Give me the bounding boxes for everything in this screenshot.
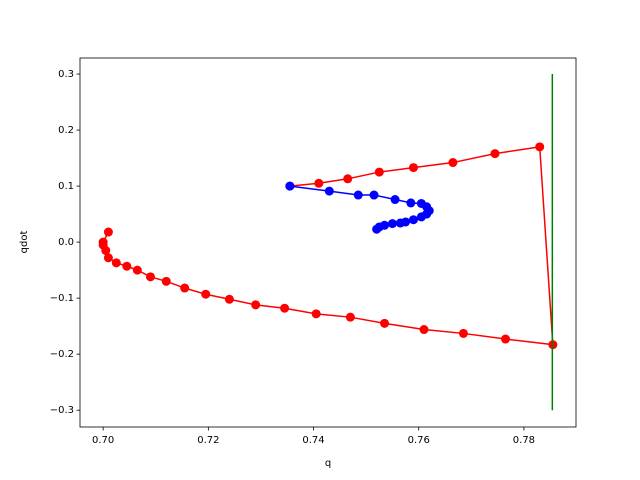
- point-marker: [224, 294, 234, 304]
- y-tick-label: 0.3: [58, 69, 74, 80]
- point-marker: [501, 334, 511, 344]
- y-tick-label: −0.2: [50, 349, 74, 360]
- point-marker: [98, 237, 108, 247]
- x-tick-label: 0.76: [408, 435, 430, 446]
- x-tick-label: 0.70: [92, 435, 114, 446]
- point-marker: [372, 224, 382, 234]
- point-marker: [395, 218, 405, 228]
- point-marker: [145, 272, 155, 282]
- point-marker: [180, 283, 190, 293]
- point-marker: [369, 190, 379, 200]
- point-marker: [390, 195, 400, 205]
- point-marker: [353, 190, 363, 200]
- y-axis-label: qdot: [19, 231, 30, 254]
- point-marker: [103, 227, 113, 237]
- point-marker: [419, 325, 429, 335]
- plot-frame: [79, 57, 577, 428]
- y-tick-label: −0.3: [50, 405, 74, 416]
- y-tick-label: 0.1: [58, 181, 74, 192]
- y-tick-label: 0.0: [58, 237, 74, 248]
- point-marker: [458, 328, 468, 338]
- point-marker: [406, 198, 416, 208]
- point-marker: [380, 318, 390, 328]
- point-marker: [416, 212, 426, 222]
- y-tick-label: −0.1: [50, 293, 74, 304]
- point-marker: [314, 178, 324, 188]
- point-marker: [251, 300, 261, 310]
- point-marker: [111, 258, 121, 268]
- point-marker: [132, 265, 142, 275]
- point-marker: [343, 174, 353, 184]
- point-marker: [122, 261, 132, 271]
- y-tick-label: 0.2: [58, 125, 74, 136]
- x-axis-label: q: [325, 458, 331, 469]
- point-marker: [103, 253, 113, 263]
- x-tick-label: 0.72: [197, 435, 219, 446]
- point-marker: [448, 158, 458, 168]
- x-tick-label: 0.74: [302, 435, 324, 446]
- x-tick-label: 0.78: [513, 435, 535, 446]
- point-marker: [408, 163, 418, 173]
- point-marker: [285, 181, 295, 191]
- point-marker: [408, 215, 418, 225]
- point-marker: [535, 142, 545, 152]
- point-marker: [387, 219, 397, 229]
- point-marker: [161, 276, 171, 286]
- point-marker: [345, 312, 355, 322]
- point-marker: [280, 303, 290, 313]
- point-marker: [311, 309, 321, 319]
- point-marker: [324, 186, 334, 196]
- point-marker: [374, 167, 384, 177]
- point-marker: [201, 289, 211, 299]
- point-marker: [490, 149, 500, 159]
